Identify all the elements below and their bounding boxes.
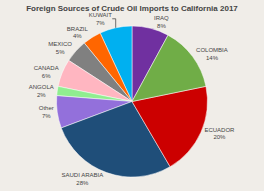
svg-text:Other7%: Other7%: [39, 105, 54, 119]
svg-text:Foreign Sources of Crude Oil I: Foreign Sources of Crude Oil Imports to …: [26, 4, 238, 13]
svg-text:MEXICO5%: MEXICO5%: [48, 41, 72, 55]
svg-text:ECUADOR20%: ECUADOR20%: [204, 127, 235, 141]
svg-text:KUWAIT7%: KUWAIT7%: [89, 12, 112, 26]
svg-text:SAUDI ARABIA28%: SAUDI ARABIA28%: [62, 172, 104, 186]
svg-text:ANGOLA2%: ANGOLA2%: [29, 84, 54, 98]
svg-text:IRAQ8%: IRAQ8%: [154, 15, 169, 29]
svg-text:COLOMBIA14%: COLOMBIA14%: [196, 47, 228, 61]
svg-text:BRAZIL4%: BRAZIL4%: [67, 26, 89, 40]
svg-text:CANADA6%: CANADA6%: [34, 65, 59, 79]
